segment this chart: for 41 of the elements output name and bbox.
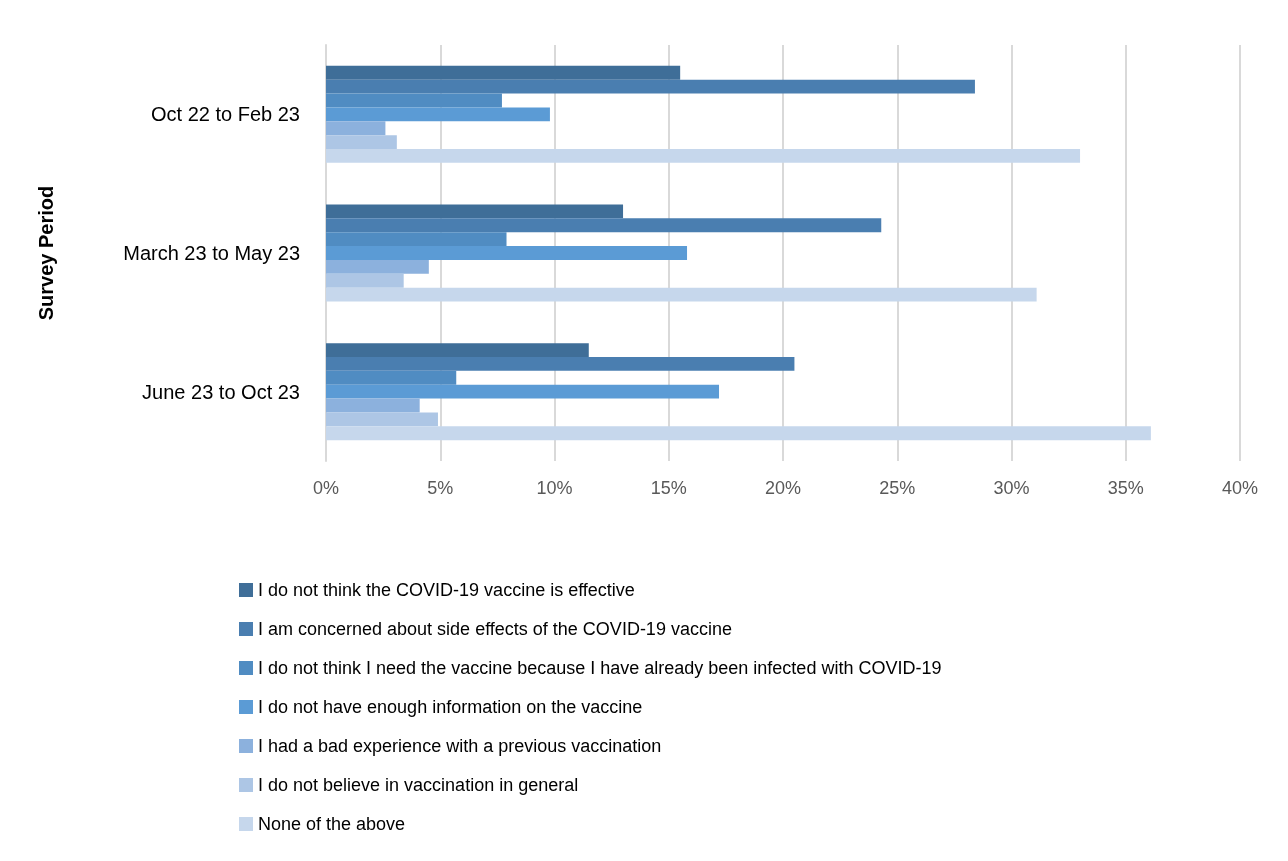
bar bbox=[326, 398, 420, 413]
bar bbox=[326, 79, 975, 94]
x-tick-label: 5% bbox=[427, 478, 454, 498]
bar bbox=[326, 135, 397, 149]
x-tick-label: 35% bbox=[1107, 478, 1144, 498]
bar bbox=[326, 273, 404, 288]
bar bbox=[326, 121, 386, 136]
bar bbox=[326, 204, 624, 219]
legend-label: I do not think the COVID-19 vaccine is effective bbox=[258, 580, 635, 600]
x-tick-label: 40% bbox=[1221, 478, 1259, 498]
y-tick-label: June 23 to Oct 23 bbox=[142, 380, 300, 403]
legend-label: I do not believe in vaccination in general bbox=[258, 775, 579, 795]
bar bbox=[326, 218, 882, 233]
legend-label: None of the above bbox=[258, 814, 406, 834]
legend-label: I am concerned about side effects of the COVID-19 vaccine bbox=[258, 619, 732, 639]
bar bbox=[326, 259, 429, 274]
bar bbox=[326, 149, 1081, 163]
bar bbox=[326, 412, 438, 427]
x-tick-label: 0% bbox=[312, 478, 340, 498]
legend-label: I do not think I need the vaccine because I have already been infected with COVID-19 bbox=[258, 658, 942, 678]
bar bbox=[326, 246, 688, 260]
x-tick-label: 30% bbox=[993, 478, 1030, 498]
bar bbox=[326, 93, 502, 108]
y-tick-label: March 23 to May 23 bbox=[123, 242, 300, 264]
bar bbox=[326, 384, 720, 399]
x-tick-label: 10% bbox=[536, 478, 573, 498]
y-tick-label: Oct 22 to Feb 23 bbox=[151, 103, 300, 126]
legend-label: I do not have enough information on the vaccine bbox=[258, 697, 643, 717]
bar bbox=[326, 287, 1037, 302]
x-tick-label: 25% bbox=[879, 478, 916, 498]
y-axis-title: Survey Period bbox=[35, 185, 57, 321]
legend-label: I had a bad experience with a previous vaccination bbox=[258, 736, 662, 756]
bar bbox=[326, 357, 795, 371]
bar bbox=[326, 65, 681, 80]
x-tick-label: 15% bbox=[650, 478, 687, 498]
bar bbox=[326, 343, 589, 357]
bar bbox=[326, 107, 550, 122]
bar bbox=[326, 232, 507, 247]
bar bbox=[326, 370, 457, 385]
bar bbox=[326, 426, 1151, 441]
x-tick-label: 20% bbox=[764, 478, 802, 498]
